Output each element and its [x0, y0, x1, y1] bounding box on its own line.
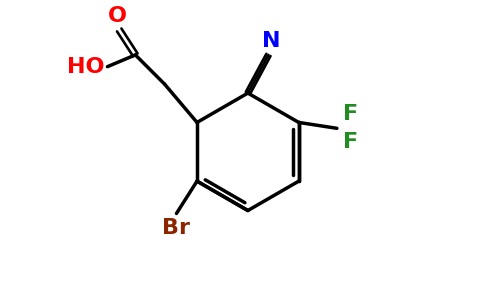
Text: F: F: [343, 132, 359, 152]
Text: O: O: [108, 6, 127, 26]
Text: F: F: [343, 104, 359, 124]
Text: Br: Br: [163, 218, 191, 238]
Text: N: N: [261, 32, 280, 51]
Text: HO: HO: [67, 57, 105, 76]
